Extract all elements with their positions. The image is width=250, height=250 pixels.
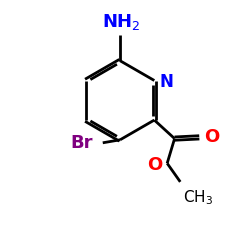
Text: N: N — [160, 73, 174, 91]
Text: O: O — [148, 156, 163, 174]
Text: CH$_3$: CH$_3$ — [183, 188, 214, 207]
Text: Br: Br — [70, 134, 93, 152]
Text: NH$_2$: NH$_2$ — [102, 12, 141, 32]
Text: O: O — [204, 128, 219, 146]
